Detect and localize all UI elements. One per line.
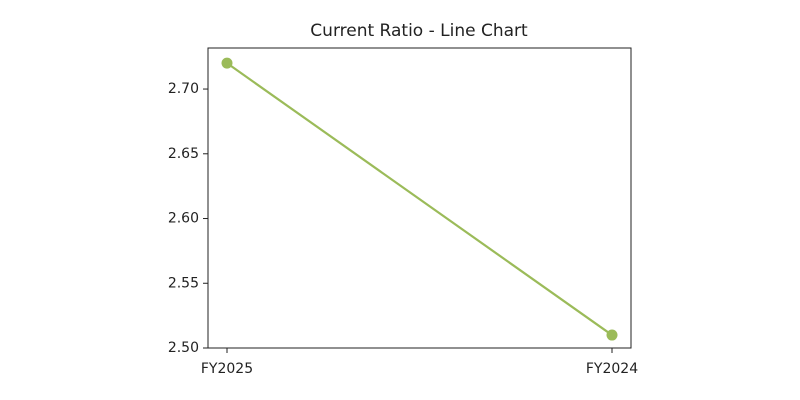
point [606, 329, 618, 341]
series-line [226, 62, 613, 336]
y-tick-label: 2.55 [168, 275, 199, 291]
y-tick-label: 2.70 [168, 81, 199, 97]
plot-frame [207, 47, 632, 349]
y-tick-label: 2.65 [168, 146, 199, 162]
chart-title: Current Ratio - Line Chart [310, 21, 528, 41]
point [221, 57, 233, 69]
x-tick-label: FY2024 [586, 361, 638, 377]
y-tick-label: 2.60 [168, 211, 199, 227]
x-tick-label: FY2025 [201, 361, 253, 377]
y-tick-label: 2.50 [168, 340, 199, 356]
